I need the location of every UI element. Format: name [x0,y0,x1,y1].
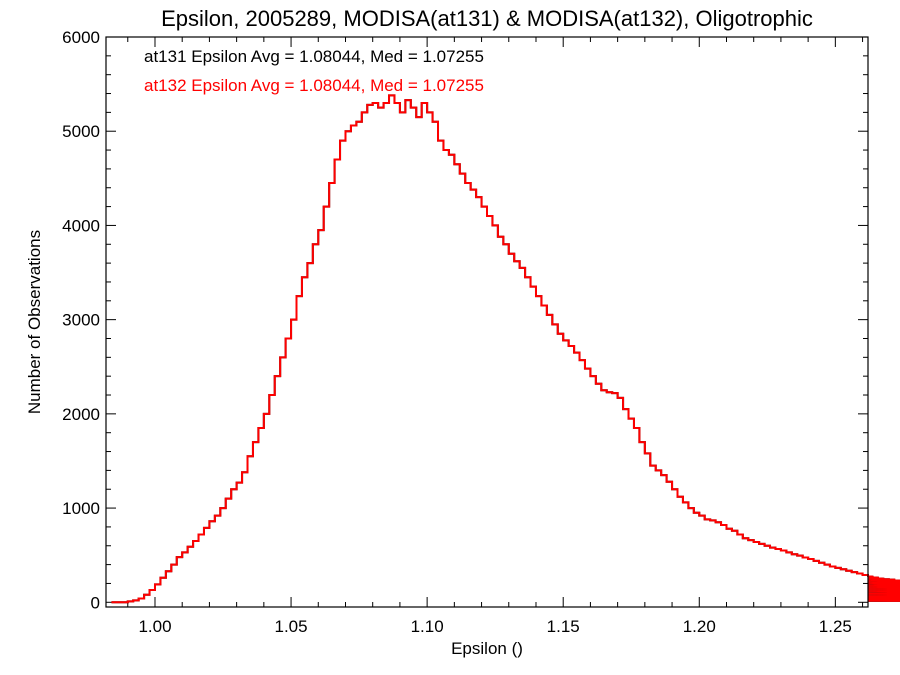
y-axis-label: Number of Observations [25,230,44,414]
x-tick-label: 1.05 [275,617,308,636]
series-layer [111,94,900,604]
y-tick-label: 3000 [62,311,100,330]
chart-title: Epsilon, 2005289, MODISA(at131) & MODISA… [161,6,813,31]
x-tick-label: 1.20 [683,617,716,636]
x-tick-label: 1.25 [819,617,852,636]
y-tick-label: 5000 [62,122,100,141]
axis-ticks: 1.00 1.05 1.10 1.15 1.20 1.25 0 1000 2000 3000 400… [62,28,868,636]
x-tick-label: 1.15 [547,617,580,636]
annotation-at131: at131 Epsilon Avg = 1.08044, Med = 1.072… [144,47,484,66]
histogram-series-at132 [111,94,900,604]
x-tick-label: 1.10 [411,617,444,636]
plot-frame [105,36,869,608]
x-tick-label: 1.00 [138,617,171,636]
x-axis-label: Epsilon () [451,639,523,658]
y-tick-label: 6000 [62,28,100,47]
y-tick-label: 1000 [62,499,100,518]
annotation-at132: at132 Epsilon Avg = 1.08044, Med = 1.072… [144,76,484,95]
y-tick-label: 0 [91,593,100,612]
y-tick-label: 4000 [62,216,100,235]
y-tick-label: 2000 [62,405,100,424]
